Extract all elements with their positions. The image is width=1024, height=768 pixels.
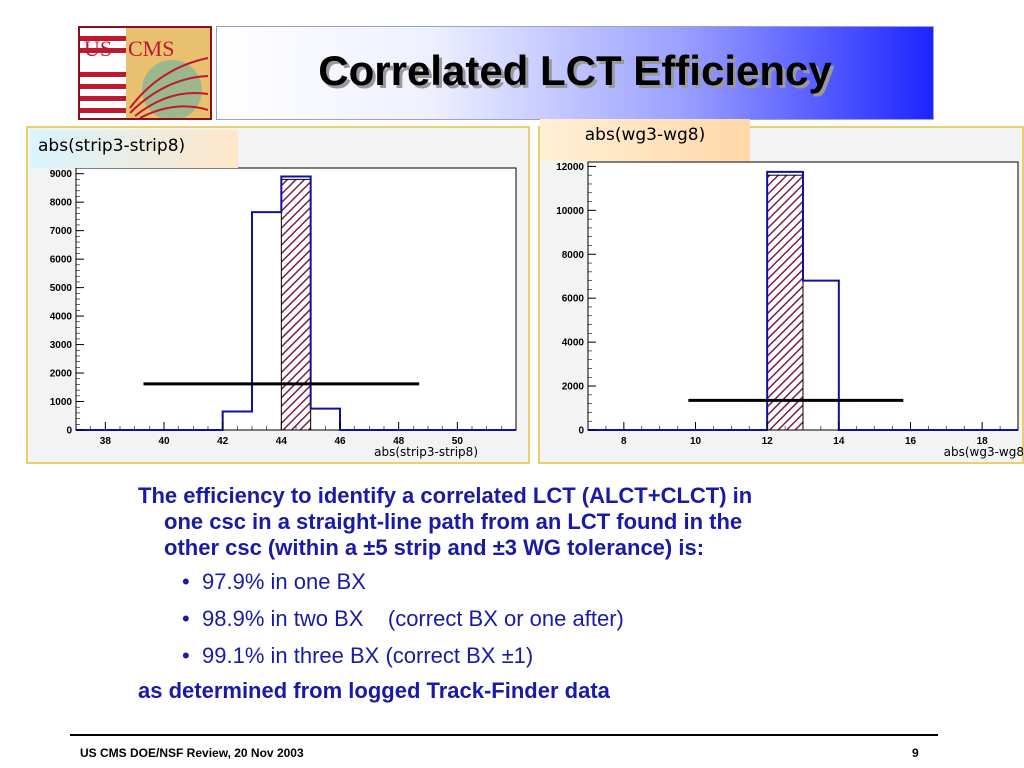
- chart-title-strip: abs(strip3-strip8): [30, 130, 238, 168]
- logo-us-text: US: [84, 36, 112, 61]
- footer-text: US CMS DOE/NSF Review, 20 Nov 2003: [80, 746, 304, 760]
- y-tick-label: 7000: [50, 226, 73, 237]
- hatched-bar: [280, 178, 312, 431]
- list-item: • 97.9% in one BX: [182, 569, 978, 595]
- efficiency-text: The efficiency to identify a correlated …: [138, 483, 978, 704]
- bullet-icon: •: [182, 569, 190, 594]
- logo-cms-text: CMS: [128, 36, 174, 61]
- y-tick-label: 5000: [50, 283, 73, 294]
- intro-paragraph: The efficiency to identify a correlated …: [138, 483, 978, 561]
- bullet-text: 97.9% in one BX: [202, 569, 366, 594]
- x-tick-label: 42: [217, 436, 229, 447]
- efficiency-list: • 97.9% in one BX • 98.9% in two BX (corre…: [182, 569, 978, 669]
- y-tick-label: 6000: [562, 294, 585, 305]
- y-tick-label: 6000: [50, 255, 73, 266]
- x-tick-label: 16: [905, 436, 917, 447]
- title-banner: Correlated LCT Efficiency: [216, 26, 934, 120]
- y-tick-label: 0: [66, 426, 72, 437]
- x-tick-label: 50: [452, 436, 464, 447]
- intro-line-3: other csc (within a ±5 strip and ±3 WG t…: [164, 535, 705, 560]
- intro-line-2: one csc in a straight-line path from an …: [164, 509, 743, 534]
- closing-line: as determined from logged Track-Finder d…: [138, 678, 610, 703]
- x-tick-label: 38: [100, 436, 112, 447]
- logo-graphic: US CMS: [80, 28, 210, 118]
- y-tick-label: 3000: [50, 340, 73, 351]
- y-tick-label: 12000: [556, 162, 584, 173]
- bullet-text: 99.1% in three BX (correct BX ±1): [202, 643, 534, 668]
- x-tick-label: 14: [833, 436, 845, 447]
- histogram-line: [588, 170, 1018, 431]
- hatched-bar: [766, 174, 804, 431]
- x-axis-title: abs(wg3-wg8: [944, 445, 1024, 459]
- y-tick-label: 8000: [50, 198, 73, 209]
- bullet-text: 98.9% in two BX (correct BX or one after…: [202, 606, 624, 631]
- x-tick-label: 10: [690, 436, 702, 447]
- y-tick-label: 8000: [562, 250, 585, 261]
- us-cms-logo: US CMS: [78, 26, 212, 120]
- x-tick-label: 18: [977, 436, 989, 447]
- list-item: • 98.9% in two BX (correct BX or one afte…: [182, 606, 978, 632]
- x-axis-title: abs(strip3-strip8): [374, 445, 478, 459]
- y-tick-label: 9000: [50, 169, 73, 180]
- list-item: • 99.1% in three BX (correct BX ±1): [182, 643, 978, 669]
- y-tick-label: 2000: [50, 369, 73, 380]
- y-tick-label: 1000: [50, 397, 73, 408]
- y-tick-label: 4000: [562, 338, 585, 349]
- y-tick-label: 10000: [556, 206, 584, 217]
- chart-title-wg: abs(wg3-wg8): [540, 119, 750, 161]
- intro-line-1: The efficiency to identify a correlated …: [138, 483, 753, 508]
- chart-strip: 0 1000 2000 3000 4000 5000 6000 7000 8000 9000 38 4…: [50, 167, 517, 459]
- y-tick-label: 2000: [562, 382, 585, 393]
- x-tick-label: 46: [334, 436, 346, 447]
- chart-wg: 0 2000 4000 6000 8000 10000 12000 8 10 12 14 16 18 a…: [556, 161, 1024, 459]
- bullet-icon: •: [182, 606, 190, 631]
- slide-title: Correlated LCT Efficiency: [318, 47, 832, 94]
- x-tick-label: 48: [393, 436, 405, 447]
- histogram-line: [76, 175, 516, 431]
- x-tick-label: 40: [158, 436, 170, 447]
- y-tick-label: 4000: [50, 312, 73, 323]
- page-number: 9: [912, 746, 919, 760]
- y-tick-label: 0: [578, 426, 584, 437]
- x-tick-label: 8: [621, 436, 627, 447]
- footer-divider: [70, 734, 938, 736]
- bullet-icon: •: [182, 643, 190, 668]
- x-tick-label: 12: [762, 436, 774, 447]
- x-tick-label: 44: [276, 436, 288, 447]
